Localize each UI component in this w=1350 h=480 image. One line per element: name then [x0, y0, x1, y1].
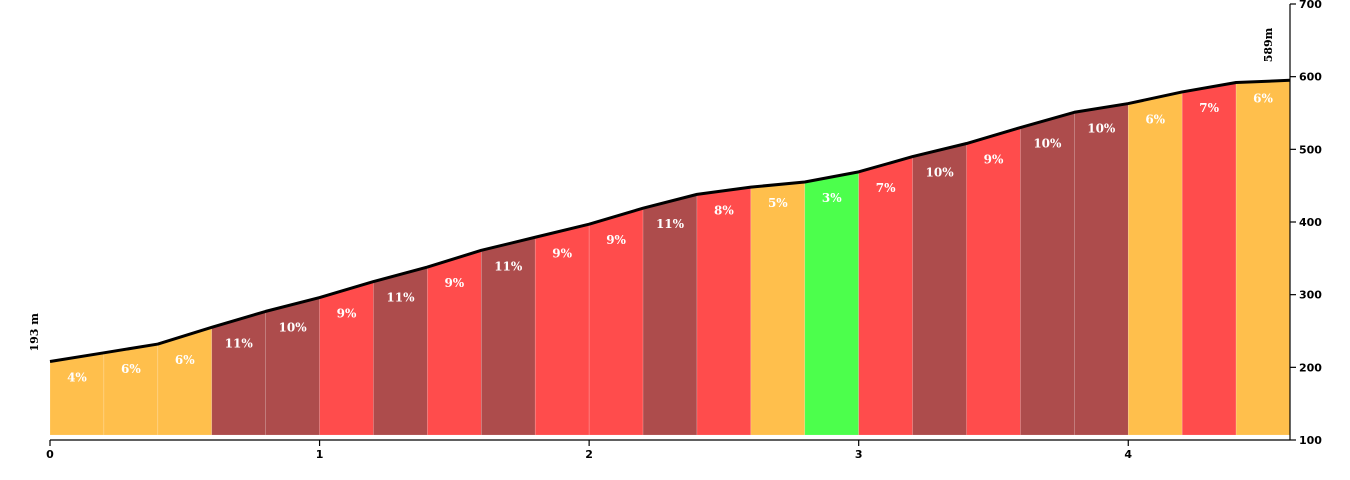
grade-labels: 4% 6% 6% 11% 10% 9% 11% 9% 11% 9% 9% 11% 8% 5% 3% 7% 10%… [67, 91, 1273, 384]
grade-segment [319, 281, 374, 436]
grade-label: 11% [494, 259, 523, 273]
grade-label: 11% [386, 291, 415, 305]
grade-label: 5% [768, 196, 788, 210]
x-tick-label: 4 [1124, 448, 1132, 461]
grade-segment [858, 156, 913, 436]
grade-label: 10% [1033, 137, 1062, 151]
y-tick-label: 300 [1299, 289, 1322, 302]
grade-label: 7% [876, 181, 896, 195]
y-tick-label: 200 [1299, 361, 1322, 374]
grade-segment [265, 297, 320, 436]
y-tick-label: 500 [1299, 143, 1322, 156]
x-axis: 0 1 2 3 4 [46, 439, 1290, 461]
grade-label: 3% [822, 191, 842, 205]
elevation-profile-line [49, 78, 1291, 364]
grade-segment [696, 186, 752, 436]
grade-segment [750, 181, 806, 436]
grade-segment [804, 171, 859, 436]
grade-segment [49, 352, 105, 436]
grade-label: 4% [67, 371, 87, 385]
y-tick-label: 400 [1299, 216, 1322, 229]
grade-label: 6% [1253, 91, 1273, 105]
grade-label: 9% [337, 307, 357, 321]
y-tick-label: 100 [1299, 434, 1322, 447]
grade-label: 10% [279, 320, 308, 334]
grade-segment [1127, 91, 1183, 436]
grade-label: 10% [1087, 121, 1116, 135]
grade-segment [103, 343, 159, 436]
grade-label: 6% [175, 353, 195, 367]
grade-segment [211, 310, 266, 436]
grade-label: 6% [121, 362, 141, 376]
y-tick-label: 700 [1299, 0, 1322, 11]
y-tick-label: 600 [1299, 71, 1322, 84]
grade-segment [1074, 103, 1129, 436]
end-elevation-label: 589m [1262, 27, 1275, 62]
x-tick-label: 3 [855, 448, 863, 461]
grade-segment [157, 326, 213, 436]
grade-segment [1181, 82, 1237, 436]
grade-label: 11% [225, 336, 254, 350]
grade-label: 9% [984, 153, 1004, 167]
grade-segments [49, 79, 1291, 436]
grade-label: 7% [1199, 101, 1219, 115]
grade-segment [912, 143, 967, 436]
start-elevation-label: 193 m [28, 313, 41, 352]
grade-segment [966, 127, 1021, 436]
x-tick-label: 0 [46, 448, 54, 461]
grade-label: 6% [1145, 113, 1165, 127]
grade-label: 11% [656, 217, 685, 231]
grade-segment [1020, 111, 1075, 436]
grade-label: 9% [444, 276, 464, 290]
grade-label: 10% [926, 166, 955, 180]
grade-segment [1235, 79, 1291, 436]
grade-label: 9% [606, 233, 626, 247]
x-tick-label: 1 [316, 448, 324, 461]
grade-label: 8% [714, 203, 734, 217]
x-tick-label: 2 [585, 448, 593, 461]
y-axis: 100 200 300 400 500 600 700 [1289, 0, 1322, 447]
grade-label: 9% [552, 246, 572, 260]
